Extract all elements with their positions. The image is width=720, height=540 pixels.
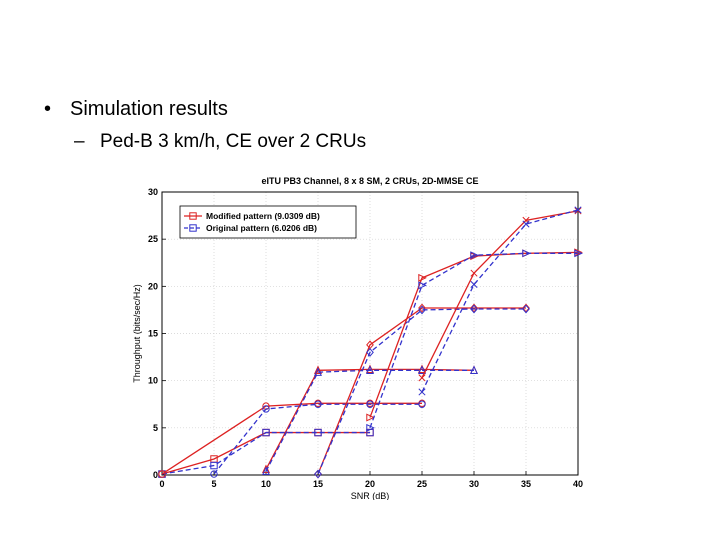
data-point-marker [262, 466, 270, 475]
series-line-11 [421, 210, 579, 379]
y-tick-label: 5 [153, 423, 158, 433]
legend-box [179, 205, 357, 239]
x-tick-label: 20 [365, 479, 375, 489]
data-point-marker [418, 365, 426, 374]
data-point-marker [418, 374, 426, 382]
y-tick-label: 0 [153, 470, 158, 480]
data-point-marker [418, 273, 427, 282]
x-tick-label: 15 [313, 479, 323, 489]
data-point-marker [418, 281, 427, 290]
data-point-marker [366, 400, 374, 408]
data-point-marker [262, 405, 270, 413]
data-point-marker [366, 423, 375, 432]
data-point-marker [418, 388, 426, 396]
data-point-marker [314, 365, 322, 374]
data-point-marker [418, 305, 426, 315]
series-line-4 [213, 403, 422, 475]
x-tick-label: 35 [521, 479, 531, 489]
data-point-marker [366, 347, 374, 357]
bullet-dot-icon: • [44, 98, 52, 120]
data-point-marker [366, 365, 374, 374]
x-tick-label: 40 [573, 479, 583, 489]
series-line-12 [421, 209, 579, 393]
slide-bullets: • Simulation results – Ped-B 3 km/h, CE … [44, 98, 366, 153]
legend-label: Original pattern (6.0206 dB) [206, 223, 317, 233]
y-tick-label: 20 [148, 281, 158, 291]
bullet-item-2: – Ped-B 3 km/h, CE over 2 CRUs [74, 131, 366, 153]
series-line-3 [161, 402, 422, 475]
data-point-marker [158, 470, 166, 478]
legend-marker [189, 224, 197, 232]
y-tick-label: 10 [148, 376, 158, 386]
x-tick-label: 10 [261, 479, 271, 489]
x-axis-label: SNR (dB) [351, 491, 390, 500]
data-point-marker [470, 251, 479, 260]
data-point-marker [470, 304, 478, 314]
data-point-marker [522, 220, 530, 228]
x-tick-label: 5 [211, 479, 216, 489]
y-tick-label: 25 [148, 234, 158, 244]
data-point-marker [470, 280, 478, 289]
data-point-marker [574, 249, 583, 258]
series-line-7 [317, 307, 526, 475]
data-point-marker [574, 206, 582, 214]
series-line-8 [317, 308, 526, 475]
legend-marker [189, 212, 197, 220]
series-line-10 [369, 252, 578, 429]
data-point-marker [522, 304, 530, 314]
data-point-marker [210, 461, 218, 470]
data-point-marker [262, 428, 270, 437]
sub-bullet-dash-icon: – [74, 131, 85, 152]
data-point-marker [574, 207, 582, 215]
data-point-marker [210, 470, 218, 478]
legend-label: Modified pattern (9.0309 dB) [206, 211, 320, 221]
bullet-item-1: • Simulation results [44, 98, 366, 121]
data-point-marker [314, 400, 322, 408]
data-point-marker [314, 428, 322, 437]
data-point-marker [522, 249, 531, 258]
y-tick-label: 30 [148, 187, 158, 197]
y-tick-label: 15 [148, 329, 158, 339]
data-point-marker [314, 469, 322, 479]
y-axis-label: Throughput (bits/sec/Hz) [132, 284, 142, 383]
series-line-6 [265, 369, 474, 472]
throughput-chart: 0 5 10 15 20 25 30 35 40 0 5 10 15 20 25 30 eITU PB3 Cha… [132, 176, 583, 500]
data-point-marker [470, 269, 478, 277]
x-tick-label: 0 [159, 479, 164, 489]
bullet-text-1: Simulation results [70, 98, 228, 120]
data-point-marker [366, 413, 375, 422]
chart-title: eITU PB3 Channel, 8 x 8 SM, 2 CRUs, 2D-M… [261, 176, 478, 186]
data-point-marker [470, 303, 478, 313]
series-line-2 [161, 431, 370, 475]
data-point-marker [418, 303, 426, 313]
series-line-9 [369, 251, 579, 418]
x-tick-label: 25 [417, 479, 427, 489]
data-point-marker [470, 365, 478, 374]
data-point-marker [522, 303, 530, 313]
data-point-marker [314, 367, 322, 376]
x-tick-label: 30 [469, 479, 479, 489]
data-point-marker [418, 400, 426, 408]
bullet-text-2: Ped-B 3 km/h, CE over 2 CRUs [100, 131, 367, 152]
